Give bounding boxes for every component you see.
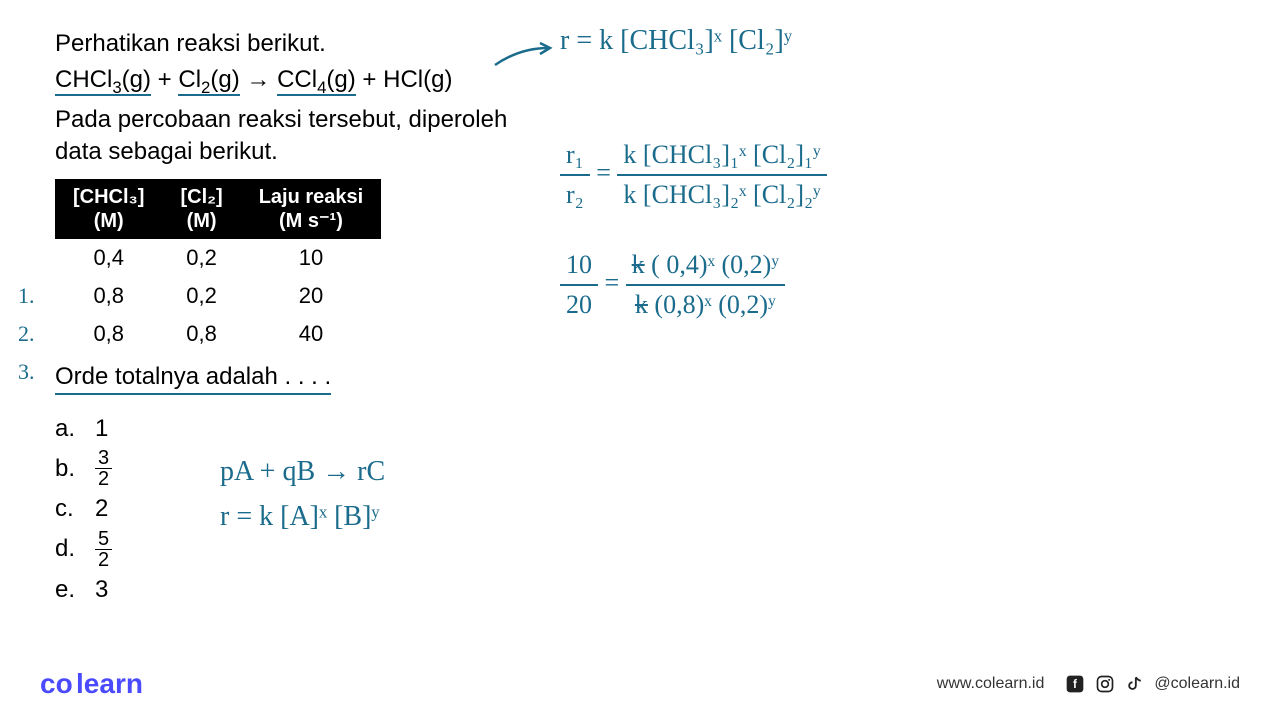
question-text: Orde totalnya adalah . . . . [55, 363, 331, 395]
chemical-equation: CHCl3(g) + Cl2(g) → CCl4(g) + HCl(g) [55, 66, 555, 98]
colearn-logo: co learn [40, 668, 143, 700]
handwritten-substitution: 10 20 = k ( 0,4)ˣ (0,2)ʸ k (0,8)ˣ (0,2)ʸ [560, 250, 785, 320]
handwritten-rate-law: r = k [CHCl₃]ˣ [Cl₂]ʸ [560, 25, 792, 57]
table-row: 0,8 0,8 40 [55, 315, 381, 353]
experiment-table: [CHCl₃](M) [Cl₂](M) Laju reaksi(M s⁻¹) 0… [55, 179, 381, 353]
option-e: e.3 [55, 570, 555, 610]
problem-title: Perhatikan reaksi berikut. [55, 30, 555, 58]
table-header-cl2: [Cl₂](M) [162, 179, 240, 239]
handwritten-general-formula: pA + qB → rC r = k [A]ˣ [B]ʸ [220, 450, 385, 540]
social-icons-group: f @colearn.id [1064, 673, 1240, 695]
footer-bar: co learn www.colearn.id f @colearn.id [0, 668, 1280, 700]
instagram-icon [1094, 673, 1116, 695]
svg-text:f: f [1073, 678, 1077, 691]
footer-url: www.colearn.id [937, 675, 1045, 693]
option-a: a.1 [55, 409, 555, 449]
table-header-rate: Laju reaksi(M s⁻¹) [241, 179, 382, 239]
table-row: 0,4 0,2 10 [55, 239, 381, 277]
handwritten-ratio-equation: r₁ r₂ = k [CHCl₃]₁ˣ [Cl₂]₁ʸ k [CHCl₃]₂ˣ … [560, 140, 827, 210]
table-header-chcl3: [CHCl₃](M) [55, 179, 162, 239]
row-number-annotations: 1. 2. 3. [18, 277, 35, 391]
table-row: 0,8 0,2 20 [55, 277, 381, 315]
problem-description: Pada percobaan reaksi tersebut, diperole… [55, 104, 555, 169]
arrow-annotation [490, 40, 560, 70]
facebook-icon: f [1064, 673, 1086, 695]
tiktok-icon [1124, 673, 1146, 695]
social-handle: @colearn.id [1154, 675, 1240, 693]
